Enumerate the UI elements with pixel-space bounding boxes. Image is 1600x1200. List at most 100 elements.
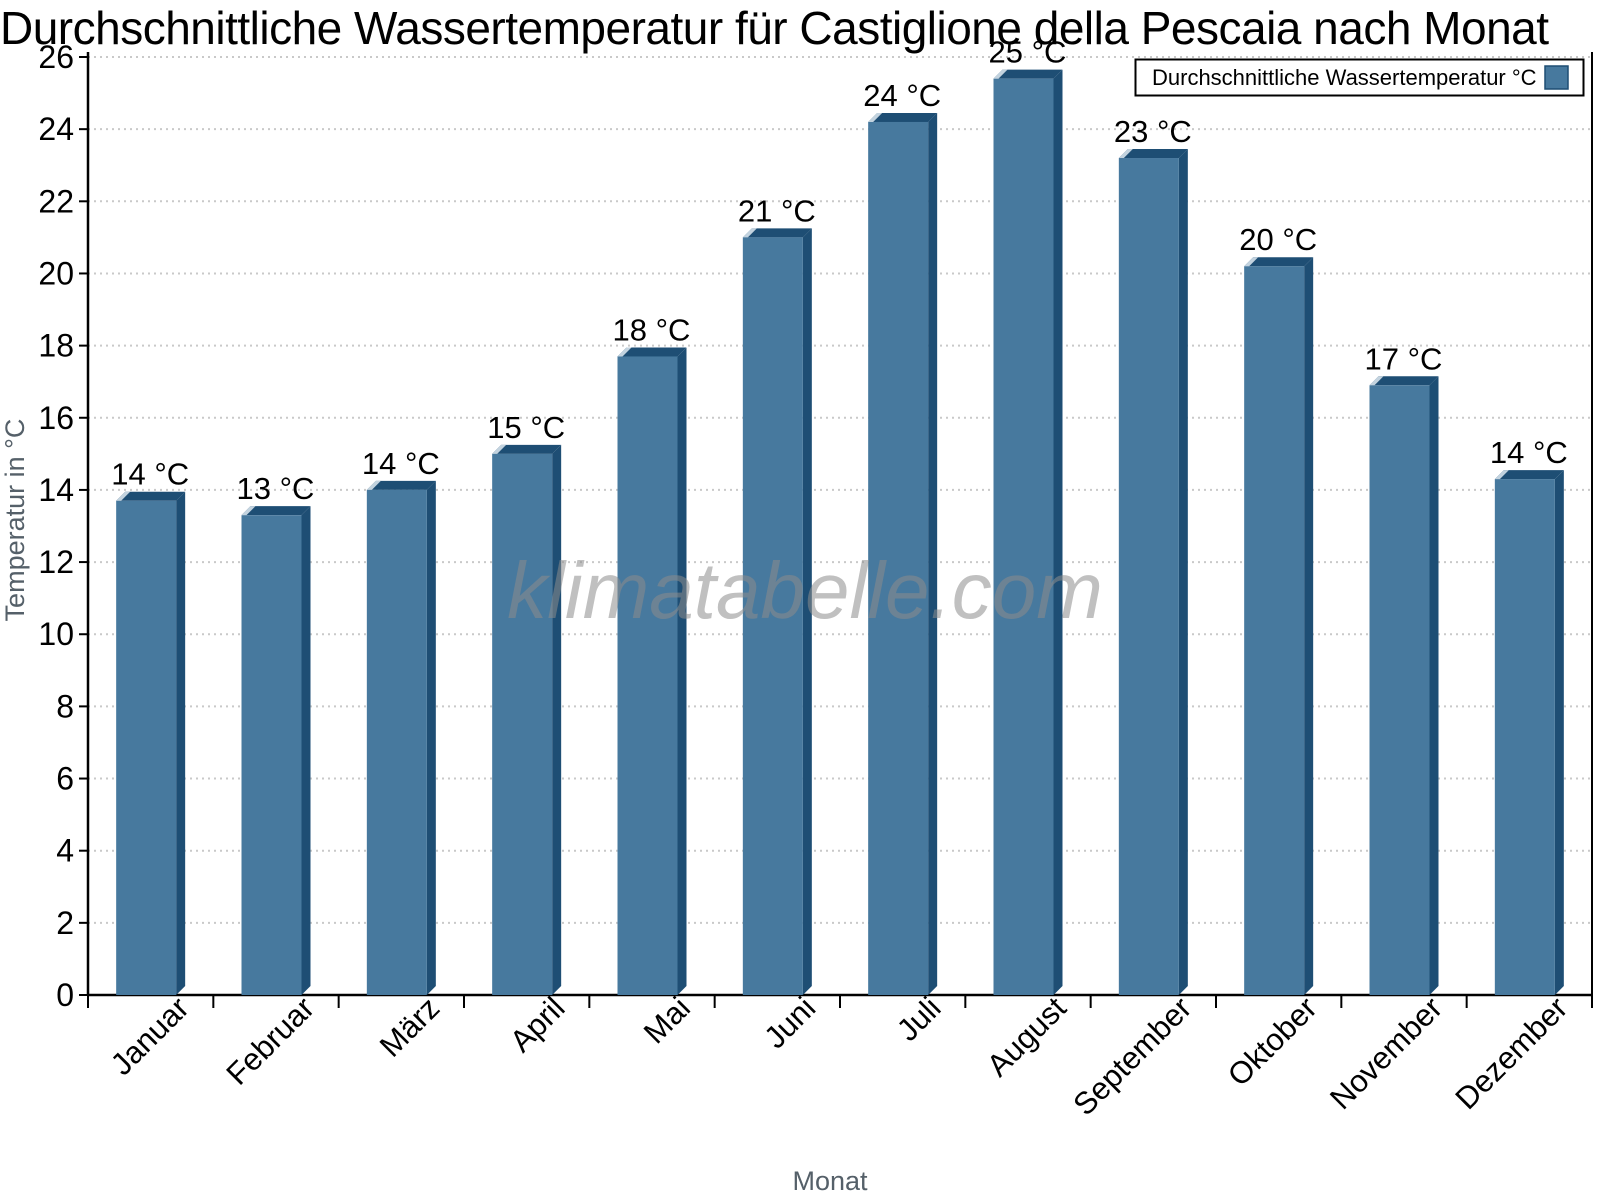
bar-highlight (1118, 149, 1133, 159)
bar-right-face (1554, 470, 1564, 996)
y-tick-label: 8 (56, 688, 74, 724)
bar-highlight (116, 491, 131, 501)
x-category-label: Februar (219, 990, 321, 1092)
bar-highlight (492, 444, 507, 454)
bars-layer (116, 69, 1564, 996)
legend-box (1134, 58, 1585, 97)
bar-mai (617, 347, 687, 995)
bar-märz (366, 480, 436, 995)
bar-right-face (677, 347, 687, 995)
bar-top-face (993, 69, 1063, 79)
bar-highlight (993, 69, 1008, 79)
y-tick-label: 26 (38, 39, 74, 75)
bar-juni (742, 228, 812, 995)
bar-value-label: 14 °C (362, 446, 440, 481)
bar-top-face (241, 506, 311, 516)
bar-top-face (617, 347, 687, 357)
bar-top-face (1369, 376, 1439, 386)
bar-september (1118, 149, 1188, 995)
bar-top-face (742, 228, 812, 238)
y-tick-label: 2 (56, 905, 74, 941)
bar-right-face (1053, 69, 1063, 995)
bar-top-face (366, 480, 436, 490)
bar-right-face (802, 228, 812, 995)
x-category-label: Dezember (1448, 990, 1574, 1116)
bar-front-face (1369, 385, 1430, 995)
bar-top-face (492, 444, 562, 454)
bar-highlight (1494, 470, 1509, 480)
bar-front-face (1244, 266, 1305, 995)
bar-februar (241, 506, 311, 995)
y-tick-label: 0 (56, 977, 74, 1013)
bar-highlight (1244, 257, 1259, 267)
x-category-label: Juni (757, 990, 822, 1055)
bar-right-face (928, 112, 938, 995)
x-category-label: Juli (890, 990, 948, 1048)
legend: Durchschnittliche Wassertemperatur °C (1134, 58, 1585, 97)
bar-front-face (617, 356, 678, 995)
bar-januar (116, 491, 186, 995)
bar-value-label: 20 °C (1239, 222, 1317, 257)
bar-juli (868, 112, 938, 995)
bar-front-face (1118, 158, 1179, 995)
bar-top-face (116, 491, 186, 501)
bar-top-face (1244, 257, 1314, 267)
bar-right-face (1304, 257, 1314, 995)
bar-front-face (241, 515, 302, 995)
bar-top-face (1494, 470, 1564, 480)
bar-highlight (617, 347, 632, 357)
bar-april (492, 444, 562, 995)
x-category-label: August (980, 990, 1073, 1083)
y-tick-label: 22 (38, 183, 74, 219)
bar-right-face (426, 480, 436, 995)
chart-title: Durchschnittliche Wassertemperatur für C… (0, 2, 1549, 54)
x-axis-title: Monat (792, 1166, 868, 1196)
bar-oktober (1244, 257, 1314, 995)
x-category-label: Oktober (1221, 990, 1324, 1093)
y-tick-label: 24 (38, 111, 74, 147)
bar-highlight (366, 480, 381, 490)
bar-highlight (868, 112, 883, 122)
bar-front-face (1494, 479, 1555, 996)
bar-right-face (1178, 149, 1188, 995)
bar-value-label: 15 °C (487, 410, 565, 445)
bar-right-face (552, 444, 562, 995)
x-category-label: März (373, 990, 446, 1063)
bar-top-face (1118, 149, 1188, 159)
y-tick-label: 4 (56, 833, 74, 869)
y-tick-label: 6 (56, 761, 74, 797)
bar-right-face (1429, 376, 1439, 995)
bar-right-face (301, 506, 311, 995)
y-tick-label: 20 (38, 255, 74, 291)
x-category-label: Januar (104, 990, 196, 1082)
y-tick-label: 10 (38, 616, 74, 652)
bar-front-face (742, 237, 803, 995)
bar-value-label: 24 °C (863, 78, 941, 113)
bar-front-face (868, 121, 929, 995)
bar-august (993, 69, 1063, 995)
bar-value-label: 17 °C (1365, 341, 1443, 376)
bar-highlight (742, 228, 757, 238)
x-category-label: September (1066, 990, 1198, 1122)
y-tick-label: 18 (38, 328, 74, 364)
y-axis-title: Temperatur in °C (0, 419, 30, 622)
x-category-label: April (503, 990, 572, 1059)
bar-highlight (241, 506, 256, 516)
x-category-label: November (1323, 990, 1449, 1116)
bar-front-face (116, 500, 177, 995)
y-tick-label: 16 (38, 400, 74, 436)
legend-swatch (1544, 65, 1569, 90)
bar-front-face (492, 453, 553, 995)
legend-label: Durchschnittliche Wassertemperatur °C (1152, 65, 1537, 90)
y-tick-label: 12 (38, 544, 74, 580)
bar-value-label: 25 °C (989, 35, 1067, 70)
bar-value-label: 23 °C (1114, 114, 1192, 149)
bar-november (1369, 376, 1439, 995)
bar-value-label: 13 °C (237, 471, 315, 506)
x-category-label: Mai (637, 990, 697, 1050)
bar-right-face (176, 491, 186, 995)
bar-value-label: 18 °C (613, 312, 691, 347)
